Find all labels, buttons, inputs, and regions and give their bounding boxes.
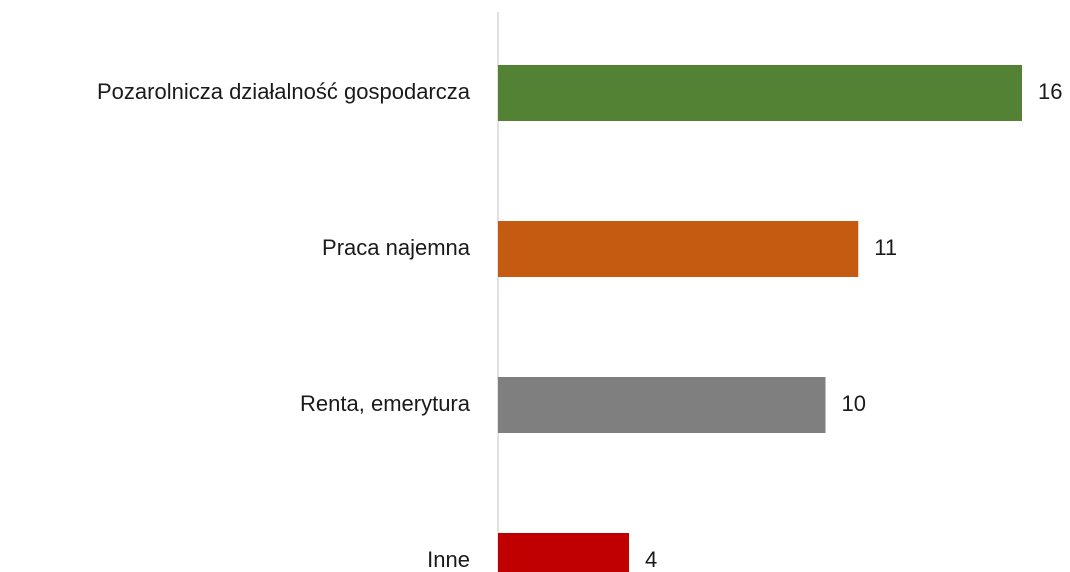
value-label: 11 [874, 235, 897, 260]
value-label: 4 [645, 547, 657, 572]
bar [498, 65, 1022, 121]
bar [498, 533, 629, 572]
category-label: Renta, emerytura [300, 391, 471, 416]
category-label: Pozarolnicza działalność gospodarcza [97, 79, 471, 104]
category-label: Inne [427, 547, 470, 572]
value-label: 10 [842, 391, 866, 416]
bar [498, 377, 826, 433]
bar [498, 221, 859, 277]
value-label: 16 [1038, 79, 1062, 104]
category-label: Praca najemna [322, 235, 471, 260]
